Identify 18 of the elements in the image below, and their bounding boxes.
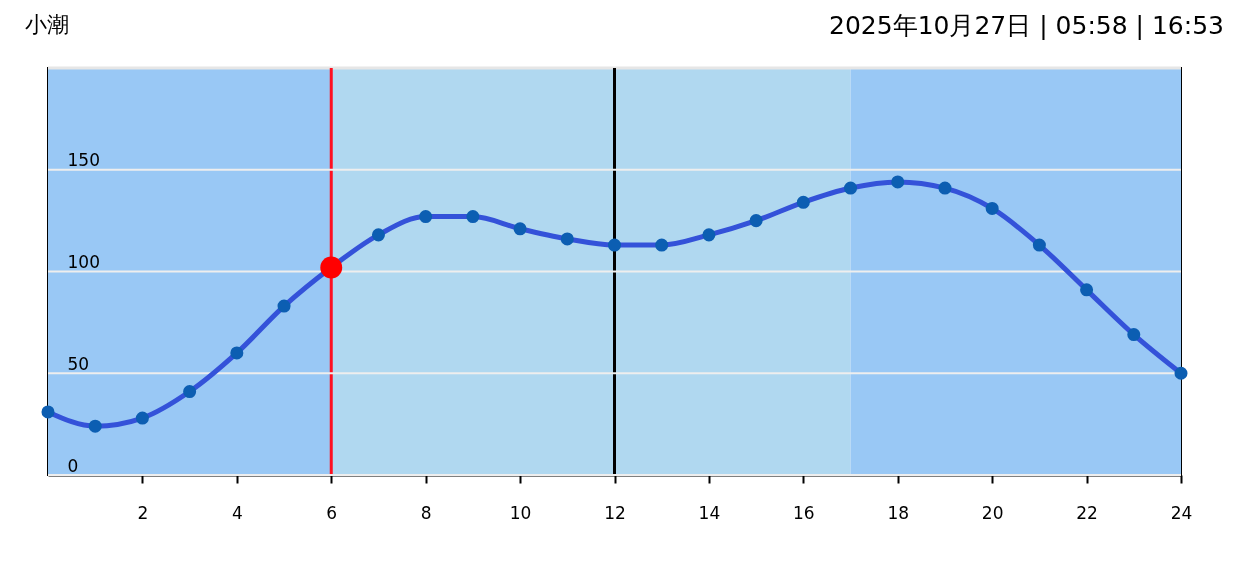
x-tick-label: 8: [420, 502, 432, 523]
y-tick-label: 100: [67, 252, 100, 272]
x-tick-label: 18: [887, 502, 910, 523]
x-tick-label: 22: [1076, 502, 1098, 523]
x-tick-label: 24: [1170, 502, 1193, 523]
chart-title: 小潮: [25, 12, 69, 37]
x-tick-label: 16: [793, 502, 815, 523]
y-tick-label: 50: [67, 353, 90, 374]
x-tick-label: 12: [604, 502, 626, 523]
chart-subtitle: 2025年10月27日 | 05:58 | 16:53: [829, 11, 1224, 40]
x-tick-label: 4: [231, 502, 243, 523]
x-tick-label: 6: [326, 502, 338, 523]
y-tick-label: 150: [67, 150, 100, 171]
x-tick-label: 2: [137, 502, 149, 523]
x-tick-label: 10: [509, 502, 532, 523]
x-tick-label: 20: [981, 502, 1004, 523]
y-tick-label: 0: [67, 455, 79, 476]
x-tick-label: 14: [698, 502, 721, 523]
